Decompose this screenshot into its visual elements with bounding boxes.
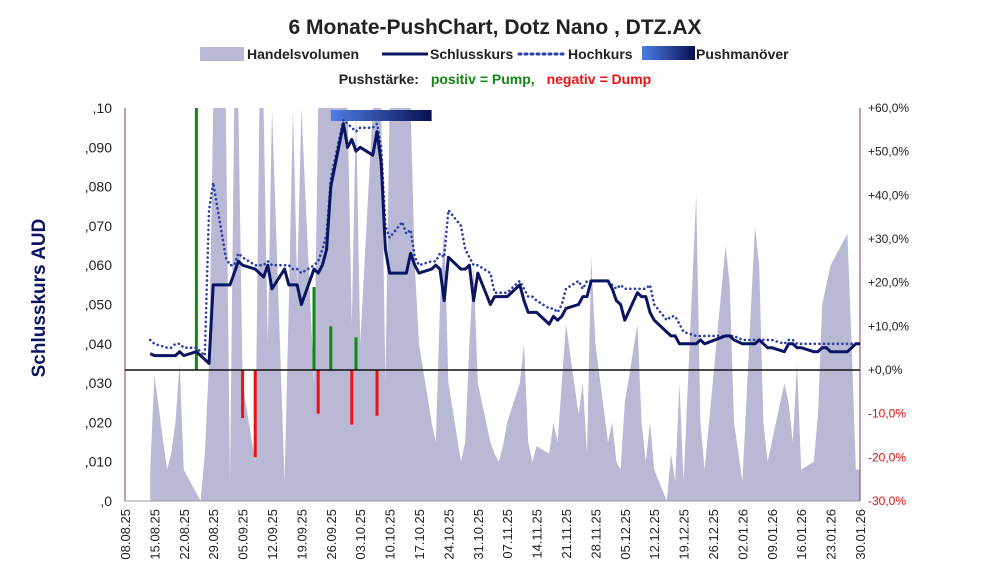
ticks-layer: ,0 ,010 ,020 ,030 ,040 ,050 ,060 ,070 ,080 ,090 ,1…: [85, 100, 910, 560]
y-tick-label: ,060: [85, 257, 112, 273]
y-tick-label: ,020: [85, 414, 112, 430]
x-tick-label: 05.09.25: [236, 509, 251, 560]
x-tick-label: 21.11.25: [559, 509, 574, 559]
legend-volume-label: Handelsvolumen: [247, 46, 359, 62]
x-tick-label: 23.01.26: [824, 509, 839, 560]
x-tick-label: 12.09.25: [265, 509, 280, 560]
y-tick-label: ,080: [85, 179, 112, 195]
x-tick-label: 05.12.25: [618, 509, 633, 560]
y2-tick-label: -20,0%: [868, 450, 906, 464]
push-strength-positive: positiv = Pump,: [431, 71, 535, 87]
push-window-layer: [330, 110, 432, 121]
x-tick-label: 31.10.25: [471, 509, 486, 560]
y-tick-label: ,030: [85, 375, 112, 391]
y2-tick-label: +60,0%: [868, 101, 909, 115]
x-tick-label: 19.09.25: [294, 509, 309, 560]
push-bar-pump: [194, 108, 198, 370]
legend-push-swatch: [642, 46, 695, 60]
y2-tick-label: -10,0%: [868, 407, 906, 421]
x-tick-label: 19.12.25: [677, 509, 692, 560]
y-tick-label: ,10: [93, 100, 113, 116]
x-tick-label: 14.11.25: [530, 509, 545, 559]
legend: Handelsvolumen Schlusskurs Hochkurs Push…: [200, 46, 789, 62]
push-bar-dump: [253, 370, 257, 458]
push-strength-note: Pushstärke: positiv = Pump, negativ = Du…: [339, 71, 651, 87]
legend-close-label: Schlusskurs: [430, 46, 513, 62]
y2-tick-label: +0,0%: [868, 363, 903, 377]
y2-tick-label: -30,0%: [868, 494, 906, 508]
x-tick-label: 26.09.25: [324, 509, 339, 560]
push-strength-label: Pushstärke:: [339, 71, 419, 87]
push-bars-layer: [194, 108, 379, 458]
x-tick-label: 12.12.25: [647, 509, 662, 560]
x-tick-label: 07.11.25: [500, 509, 515, 559]
y2-tick-label: +40,0%: [868, 188, 909, 202]
push-strength-negative: negativ = Dump: [547, 71, 652, 87]
x-tick-label: 22.08.25: [177, 509, 192, 560]
y-axis-title: Schlusskurs AUD: [29, 219, 50, 378]
y2-tick-label: +20,0%: [868, 276, 909, 290]
y-tick-label: ,090: [85, 139, 112, 155]
x-tick-label: 03.10.25: [353, 509, 368, 560]
x-tick-label: 28.11.25: [588, 509, 603, 559]
x-tick-label: 08.08.25: [118, 509, 133, 560]
y-tick-label: ,010: [85, 454, 112, 470]
push-window-bar: [330, 110, 432, 121]
push-bar-pump: [354, 337, 358, 371]
y2-tick-label: +30,0%: [868, 232, 909, 246]
x-tick-label: 30.01.26: [853, 509, 868, 560]
axes-layer: [124, 108, 861, 502]
y-tick-label: ,050: [85, 297, 112, 313]
push-bar-pump: [312, 287, 316, 370]
push-bar-dump: [350, 370, 354, 425]
x-tick-label: 26.12.25: [706, 509, 721, 560]
lines-layer: [148, 118, 862, 365]
chart-title: 6 Monate-PushChart, Dotz Nano , DTZ.AX: [288, 16, 701, 39]
close-price-line: [149, 122, 860, 365]
y2-tick-label: +10,0%: [868, 319, 909, 333]
x-tick-label: 10.10.25: [383, 509, 398, 560]
push-bar-dump: [241, 370, 245, 418]
x-tick-label: 15.08.25: [147, 509, 162, 560]
y-tick-label: ,070: [85, 218, 112, 234]
legend-high-label: Hochkurs: [568, 46, 633, 62]
legend-volume-swatch: [200, 47, 244, 61]
legend-push-label: Pushmanöver: [696, 46, 789, 62]
x-tick-label: 24.10.25: [441, 509, 456, 560]
x-tick-label: 16.01.26: [794, 509, 809, 560]
x-tick-label: 29.08.25: [206, 509, 221, 560]
y-tick-label: ,0: [100, 493, 112, 509]
push-bar-pump: [329, 326, 333, 370]
x-tick-label: 02.01.26: [735, 509, 750, 560]
y2-tick-label: +50,0%: [868, 145, 909, 159]
x-tick-label: 09.01.26: [765, 509, 780, 560]
push-bar-dump: [375, 370, 379, 416]
high-price-line: [148, 118, 862, 357]
y-tick-label: ,040: [85, 336, 112, 352]
push-bar-dump: [316, 370, 320, 414]
x-tick-label: 17.10.25: [412, 509, 427, 560]
